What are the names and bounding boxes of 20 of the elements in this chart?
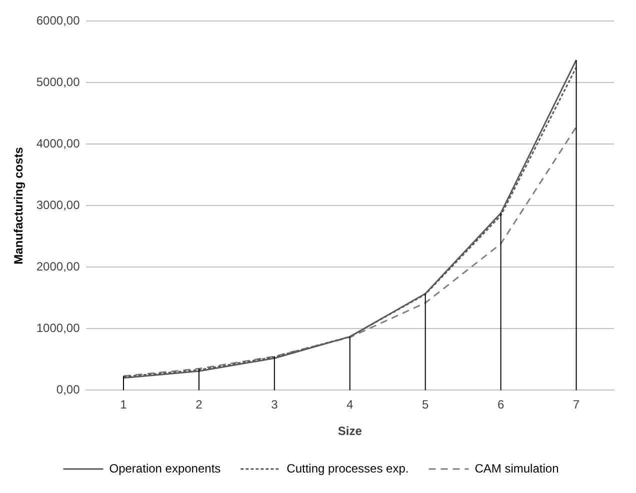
x-tick-label: 3 [271,398,278,412]
line-series [122,126,578,377]
x-tick-label: 4 [346,398,354,412]
y-tick-label: 6000,00 [36,14,80,28]
x-axis-title: Size [338,424,362,438]
y-axis-title: Manufacturing costs [12,146,26,264]
y-tick-label: 4000,00 [36,136,80,151]
x-tick-label: 6 [497,398,504,412]
y-tick-label: 5000,00 [36,75,80,90]
y-tick-label: 3000,00 [36,198,80,212]
x-tick-label: 1 [120,398,128,412]
legend-label: Operation exponents [109,461,221,476]
y-tick-label: 2000,00 [36,260,80,274]
legend-label: Cutting processes exp. [286,461,409,476]
y-tick-label: 0,00 [56,382,80,397]
legend-label: CAM simulation [474,461,559,476]
x-tick-label: 7 [572,398,580,412]
y-tick-label: 1000,00 [36,321,80,336]
x-tick-label: 5 [422,398,430,412]
x-tick-label: 2 [196,398,203,412]
